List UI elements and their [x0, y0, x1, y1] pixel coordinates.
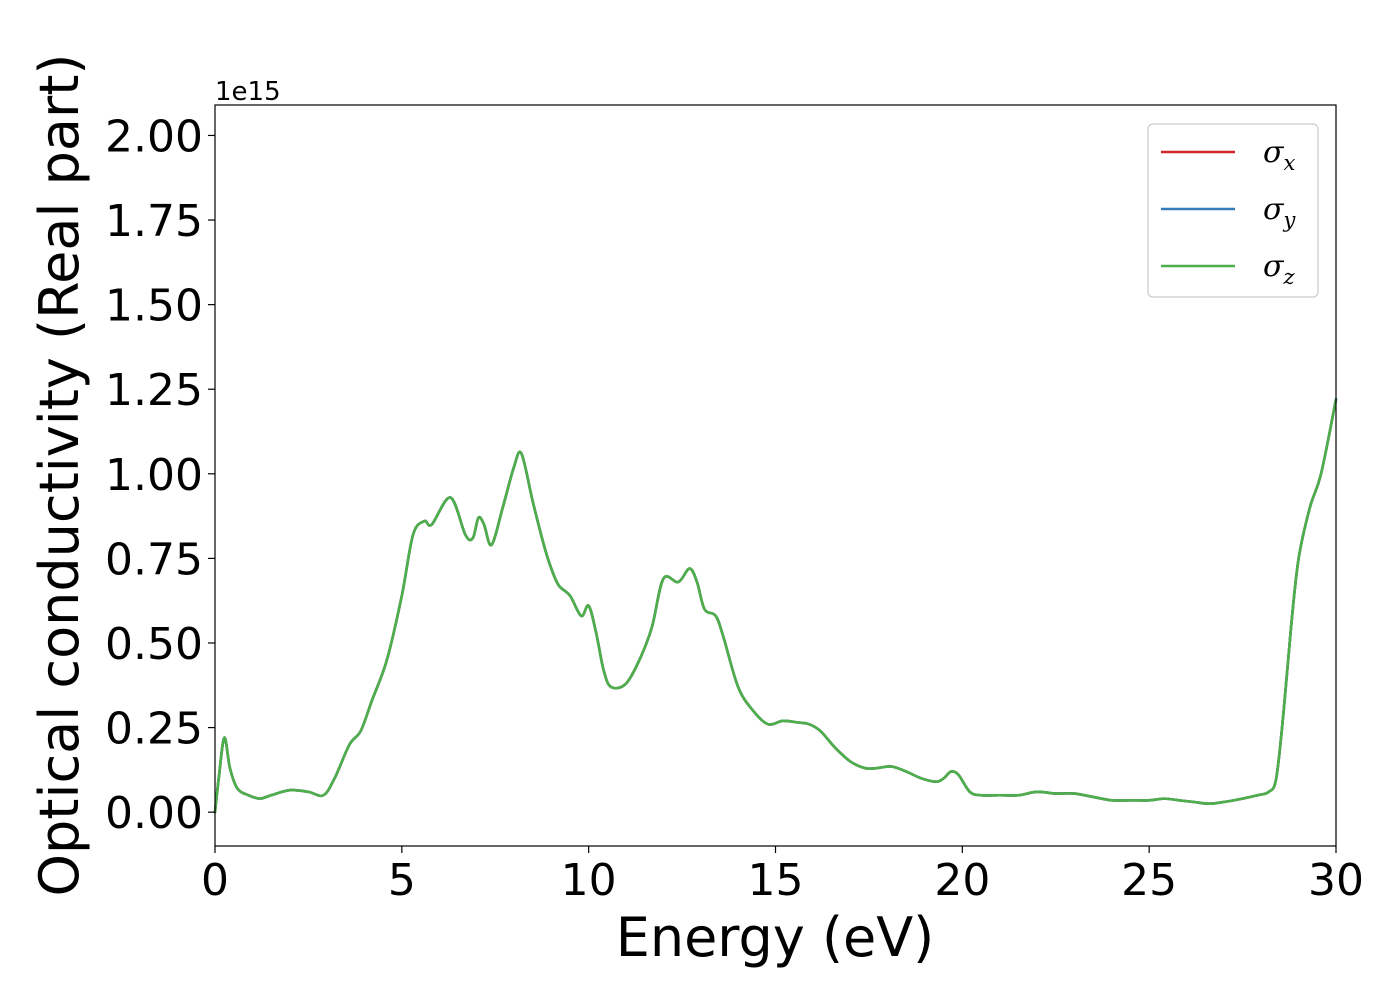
x-tick-label: 30: [1308, 855, 1364, 906]
legend: σx σy σz: [1147, 123, 1319, 298]
y-tick-label: 0.00: [105, 788, 203, 839]
legend-label-y: σy: [1263, 192, 1296, 232]
legend-label-z: σz: [1263, 249, 1295, 289]
series-line-z: [213, 398, 1338, 814]
y-tick-label: 1.00: [105, 450, 203, 501]
x-tick-label: 10: [561, 855, 617, 906]
x-axis-ticks: 0 5 10 15 20 25 30: [201, 846, 1364, 906]
y-tick-label: 1.50: [105, 281, 203, 332]
legend-frame: [1147, 123, 1319, 298]
series-line-x: [213, 398, 1338, 814]
series-line-y: [213, 398, 1338, 814]
y-tick-label: 2.00: [105, 111, 203, 162]
x-axis-label: Energy (eV): [616, 906, 935, 969]
x-tick-label: 25: [1121, 855, 1177, 906]
y-axis-ticks: 0.00 0.25 0.50 0.75 1.00 1.25 1.50 1.75 2.00: [105, 111, 215, 839]
y-tick-label: 0.75: [105, 534, 203, 585]
y-axis-offset-label: 1e15: [215, 77, 281, 107]
y-tick-label: 0.25: [105, 704, 203, 755]
legend-items: σx σy σz: [1161, 135, 1296, 289]
y-tick-label: 1.75: [105, 196, 203, 247]
y-axis-label: Optical conductivity (Real part): [28, 54, 91, 897]
x-tick-label: 20: [934, 855, 990, 906]
legend-label-x: σx: [1263, 135, 1295, 175]
y-tick-label: 1.25: [105, 365, 203, 416]
x-tick-label: 5: [388, 855, 416, 906]
x-tick-label: 15: [748, 855, 804, 906]
y-tick-label: 0.50: [105, 619, 203, 670]
x-tick-label: 0: [201, 855, 229, 906]
series-layer: [213, 398, 1338, 814]
